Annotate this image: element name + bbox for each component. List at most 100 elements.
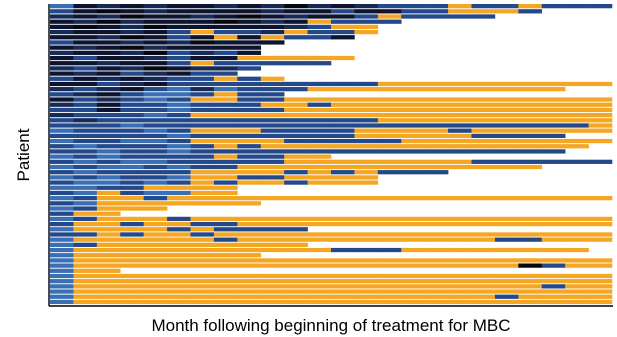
heatmap-cell [213, 112, 238, 118]
heatmap-cell [143, 180, 168, 185]
heatmap-cell [167, 144, 191, 149]
heatmap-cell [260, 154, 285, 159]
heatmap-cell [167, 237, 191, 242]
heatmap-cell [471, 221, 496, 227]
heatmap-cell [284, 159, 308, 164]
heatmap-cell [284, 81, 308, 87]
heatmap-cell [96, 227, 121, 232]
heatmap-cell [167, 289, 191, 294]
heatmap-cell [237, 50, 262, 55]
heatmap-cell [401, 164, 425, 170]
heatmap-cell [167, 253, 191, 258]
heatmap-cell [307, 19, 332, 24]
heatmap-cell [50, 76, 74, 81]
heatmap-cell [237, 175, 262, 180]
heatmap-cell [424, 149, 449, 154]
heatmap-cell [448, 133, 472, 138]
heatmap-cell [120, 237, 144, 242]
heatmap-cell [518, 123, 543, 128]
heatmap-cell [307, 247, 332, 253]
heatmap-cell [307, 154, 332, 159]
heatmap-cell [541, 149, 566, 154]
heatmap-cell [213, 9, 238, 14]
heatmap-cell [354, 144, 379, 149]
heatmap-cell [167, 159, 191, 164]
heatmap-cell [424, 164, 449, 170]
heatmap-cell [307, 81, 332, 87]
heatmap-cell [96, 170, 121, 175]
heatmap-cell [448, 138, 472, 144]
heatmap-cell [190, 97, 215, 102]
heatmap-cell [190, 237, 215, 242]
heatmap-cell [518, 196, 543, 201]
heatmap-cell [96, 258, 121, 263]
heatmap-cell [260, 138, 285, 144]
heatmap-cell [331, 19, 355, 24]
heatmap-cell [565, 299, 589, 305]
heatmap-cell [50, 232, 74, 237]
heatmap-cell [120, 273, 144, 279]
heatmap-cell [143, 81, 168, 87]
heatmap-cell [260, 29, 285, 35]
heatmap-cell [260, 221, 285, 227]
heatmap-cell [518, 87, 543, 92]
heatmap-cell [50, 190, 74, 196]
heatmap-cell [167, 170, 191, 175]
heatmap-cell [143, 9, 168, 14]
heatmap-cell [494, 107, 519, 113]
heatmap-cell [494, 123, 519, 128]
heatmap-cell [471, 128, 496, 133]
heatmap-cell [120, 112, 144, 118]
heatmap-cell [73, 247, 98, 253]
heatmap-cell [120, 227, 144, 232]
heatmap-cell [354, 138, 379, 144]
heatmap-cell [167, 123, 191, 128]
heatmap-cell [237, 107, 262, 113]
heatmap-cell [331, 107, 355, 113]
heatmap-cell [190, 221, 215, 227]
heatmap-cell [448, 263, 472, 268]
heatmap-cell [331, 170, 355, 175]
heatmap-cell [190, 253, 215, 258]
heatmap-cell [331, 24, 355, 30]
heatmap-cell [284, 242, 308, 247]
heatmap-cell [331, 9, 355, 14]
heatmap-cell [50, 133, 74, 138]
heatmap-cell [73, 242, 98, 247]
heatmap-cell [50, 206, 74, 211]
heatmap-cell [143, 123, 168, 128]
heatmap-cell [284, 299, 308, 305]
heatmap-cell [541, 97, 566, 102]
heatmap-cell [143, 50, 168, 55]
heatmap-cell [120, 50, 144, 55]
heatmap-cell [448, 128, 472, 133]
heatmap-cell [73, 154, 98, 159]
heatmap-cell [167, 133, 191, 138]
heatmap-cell [541, 237, 566, 242]
heatmap-cell [307, 284, 332, 289]
heatmap-cell [377, 19, 402, 24]
heatmap-cell [96, 159, 121, 164]
heatmap-cell [73, 118, 98, 123]
heatmap-cell [307, 180, 332, 185]
heatmap-cell [96, 232, 121, 237]
heatmap-cell [213, 35, 238, 40]
heatmap-cell [73, 273, 98, 279]
heatmap-cell [260, 19, 285, 24]
heatmap-cell [424, 263, 449, 268]
heatmap-cell [307, 128, 332, 133]
heatmap-cell [588, 138, 613, 144]
heatmap-cell [260, 76, 285, 81]
heatmap-cell [260, 279, 285, 284]
heatmap-cell [260, 61, 285, 66]
heatmap-cell [120, 4, 144, 9]
heatmap-cell [213, 61, 238, 66]
heatmap-cell [213, 159, 238, 164]
heatmap-cell [237, 232, 262, 237]
heatmap-cell [50, 211, 74, 216]
heatmap-cell [167, 247, 191, 253]
heatmap-cell [143, 92, 168, 97]
heatmap-cell [237, 123, 262, 128]
heatmap-cell [541, 221, 566, 227]
heatmap-cell [284, 237, 308, 242]
